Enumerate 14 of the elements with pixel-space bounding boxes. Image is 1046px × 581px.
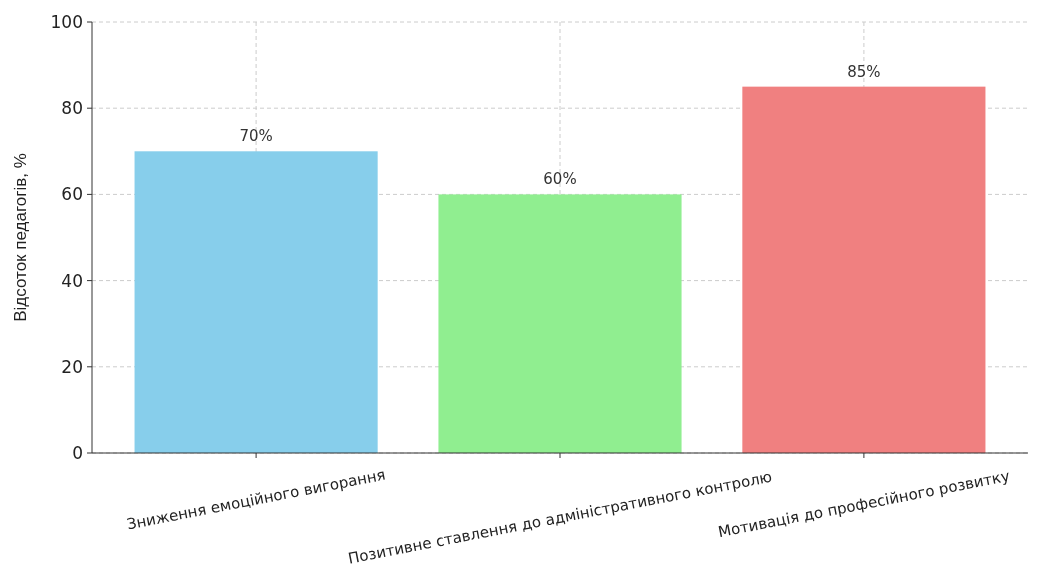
y-tick-label: 0 — [72, 442, 83, 463]
y-axis-title: Відсоток педагогів, % — [11, 153, 30, 322]
y-tick-label: 20 — [61, 356, 83, 377]
y-tick-label: 40 — [61, 270, 83, 291]
bar — [438, 194, 682, 453]
x-tick-label: Зниження емоційного вигорання — [125, 465, 387, 534]
data-label: 85% — [847, 62, 881, 81]
y-tick-label: 100 — [50, 11, 83, 32]
bar — [134, 151, 378, 453]
data-label: 70% — [239, 127, 273, 146]
y-tick-label: 80 — [61, 98, 83, 119]
data-label: 60% — [543, 170, 577, 189]
bar — [742, 86, 986, 453]
y-tick-label: 60 — [61, 184, 83, 205]
